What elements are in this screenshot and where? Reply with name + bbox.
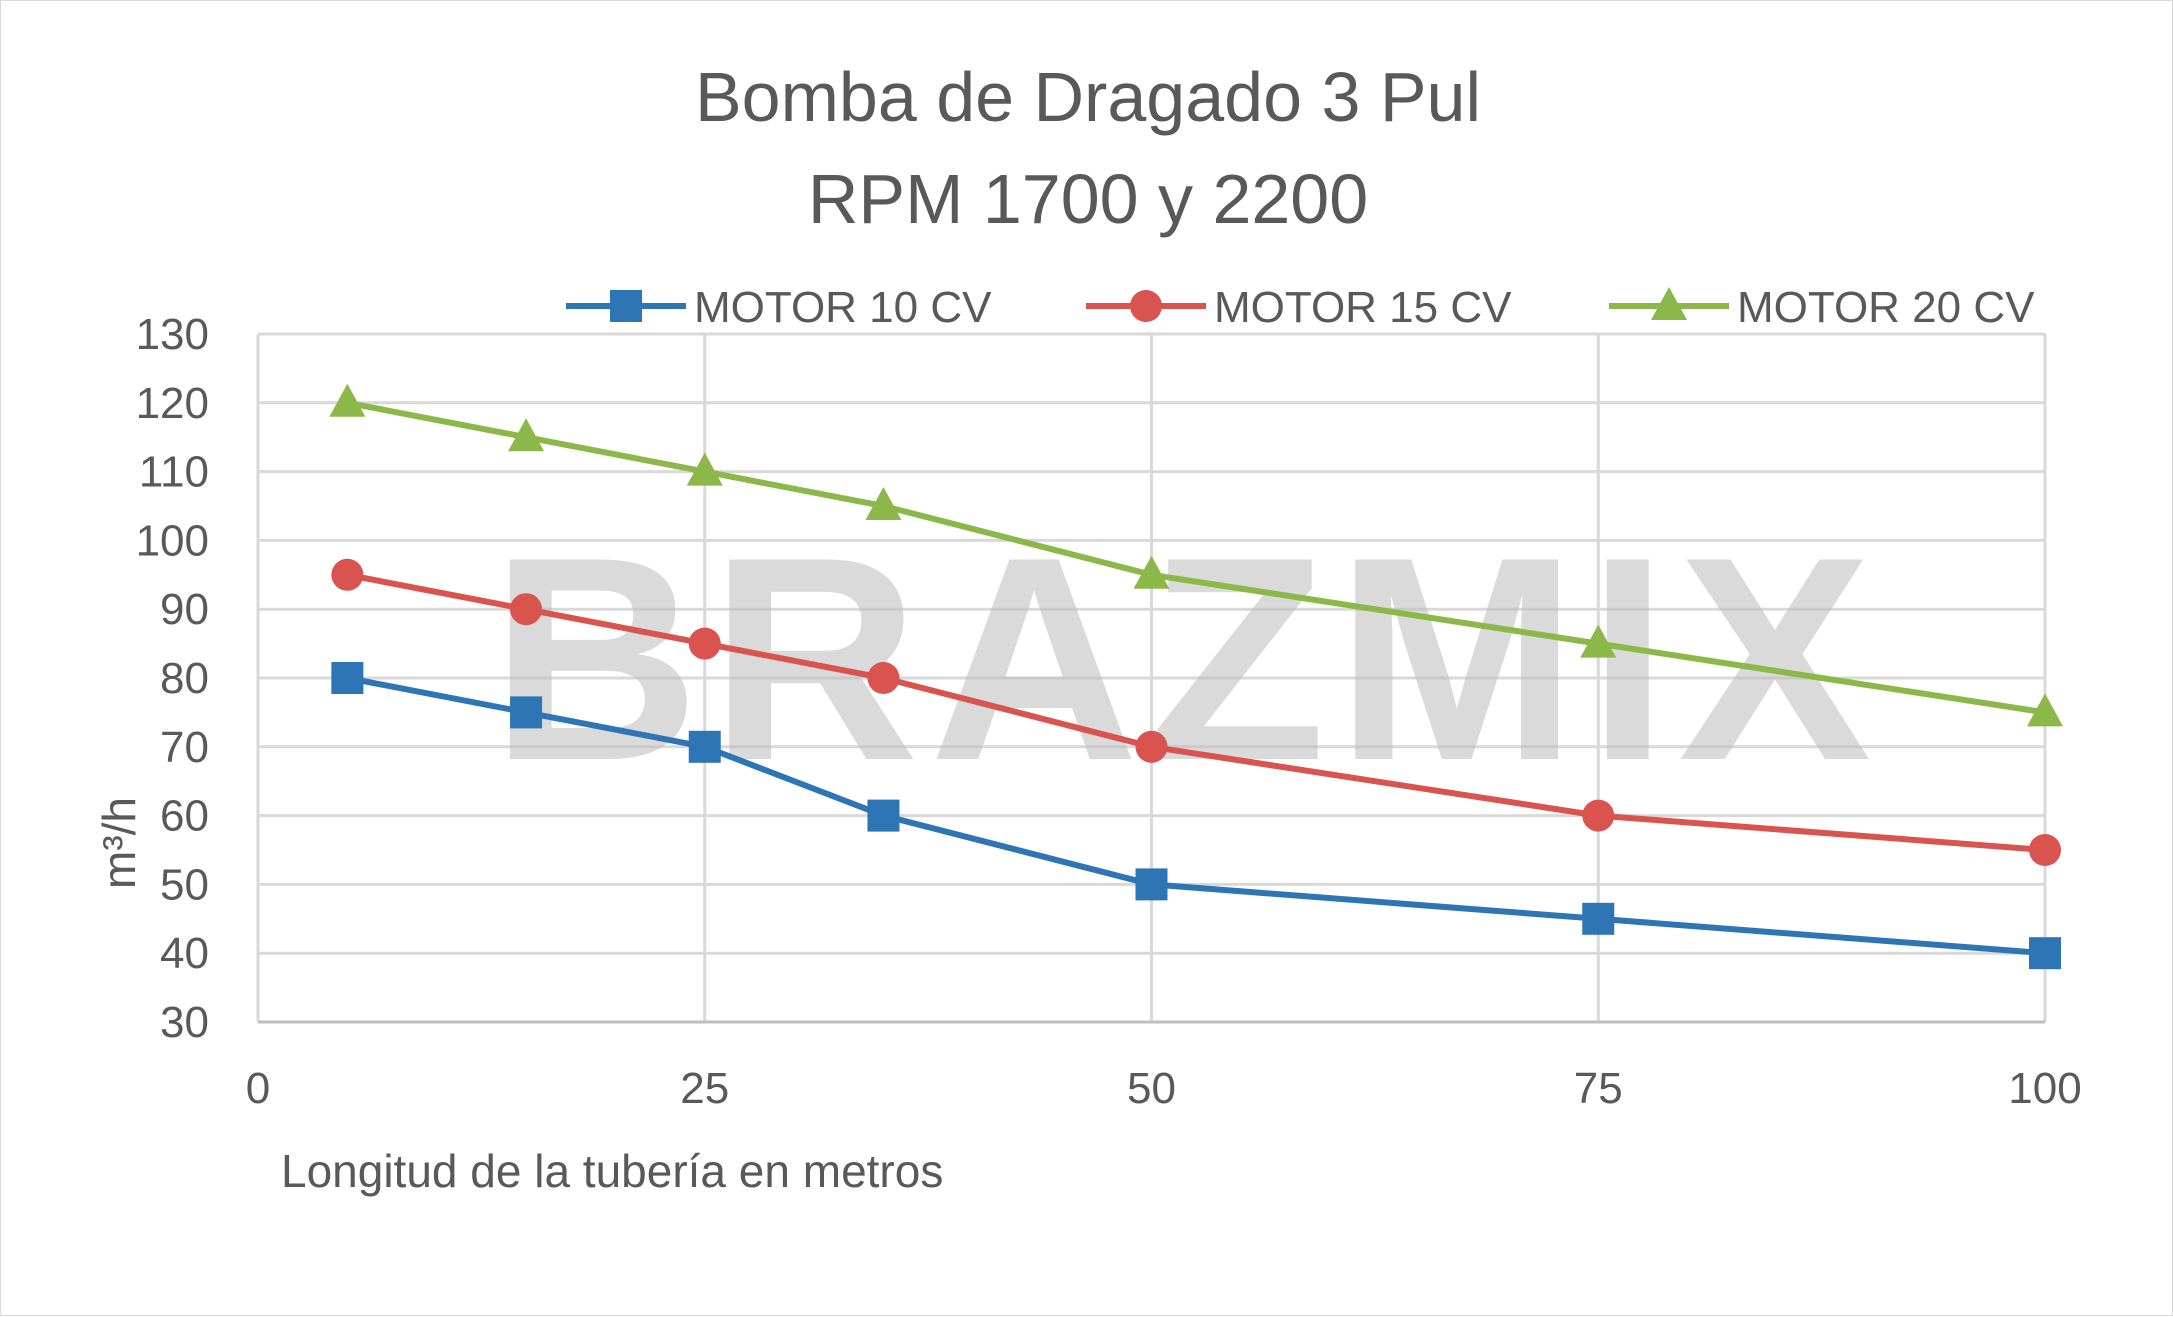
data-point xyxy=(867,799,900,832)
legend-marker xyxy=(1651,287,1687,320)
data-point xyxy=(865,487,902,520)
y-tick-label: 120 xyxy=(136,379,209,428)
data-point xyxy=(867,662,900,694)
legend-label: MOTOR 15 CV xyxy=(1214,283,1512,332)
data-point xyxy=(331,558,364,591)
data-point xyxy=(1135,730,1168,763)
chart-title-line-1: Bomba de Dragado 3 Pul xyxy=(695,58,1481,136)
y-tick-label: 90 xyxy=(160,585,209,634)
legend: MOTOR 10 CV MOTOR 15 CV MOTOR 20 CV xyxy=(566,283,2035,332)
data-point xyxy=(510,696,543,729)
y-tick-label: 110 xyxy=(139,448,209,497)
x-tick-label: 100 xyxy=(2008,1064,2081,1113)
data-point xyxy=(1133,555,1170,589)
data-point xyxy=(686,452,723,486)
axes: 30 40 50 60 70 80 90 100 110 120 130 0 25 50 75 100 xyxy=(136,310,2082,1113)
legend-item-2: MOTOR 15 CV xyxy=(1086,283,1512,332)
data-point xyxy=(329,383,366,417)
watermark-logo: BRAZMIX xyxy=(490,497,1881,821)
y-tick-label: 80 xyxy=(160,654,209,703)
y-tick-label: 70 xyxy=(160,723,209,772)
y-tick-label: 40 xyxy=(160,929,209,978)
data-point xyxy=(331,662,364,694)
legend-item-3: MOTOR 20 CV xyxy=(1609,283,2035,332)
data-point xyxy=(510,593,543,626)
legend-item-1: MOTOR 10 CV xyxy=(566,283,992,332)
data-point xyxy=(688,730,721,763)
y-tick-label: 30 xyxy=(160,998,209,1047)
data-point xyxy=(508,418,545,452)
data-point xyxy=(2029,937,2061,970)
data-point xyxy=(2027,693,2063,727)
y-tick-label: 130 xyxy=(136,310,209,359)
data-point xyxy=(1135,868,1168,901)
series-group xyxy=(329,383,2063,970)
x-axis-title: Longitud de la tubería en metros xyxy=(281,1145,943,1197)
x-tick-label: 50 xyxy=(1127,1064,1176,1113)
legend-label: MOTOR 20 CV xyxy=(1737,283,2035,332)
y-tick-label: 50 xyxy=(160,860,209,909)
series-motor-10-cv xyxy=(331,662,2061,970)
x-tick-label: 0 xyxy=(246,1064,270,1113)
legend-label: MOTOR 10 CV xyxy=(694,283,992,332)
series-motor-20-cv xyxy=(329,383,2063,727)
data-point xyxy=(688,627,721,660)
data-point xyxy=(1582,902,1615,935)
y-tick-label: 60 xyxy=(160,792,209,841)
legend-marker xyxy=(1130,290,1162,322)
data-point xyxy=(1582,799,1615,832)
y-tick-label: 100 xyxy=(136,516,209,565)
x-tick-label: 25 xyxy=(680,1064,729,1113)
series-motor-15-cv xyxy=(331,558,2061,866)
x-tick-label: 75 xyxy=(1574,1064,1623,1113)
y-axis-title: m³/h xyxy=(93,797,145,889)
data-point xyxy=(1580,624,1617,658)
data-point xyxy=(2029,834,2061,866)
chart-title-line-2: RPM 1700 y 2200 xyxy=(808,160,1368,238)
legend-marker xyxy=(610,290,642,322)
